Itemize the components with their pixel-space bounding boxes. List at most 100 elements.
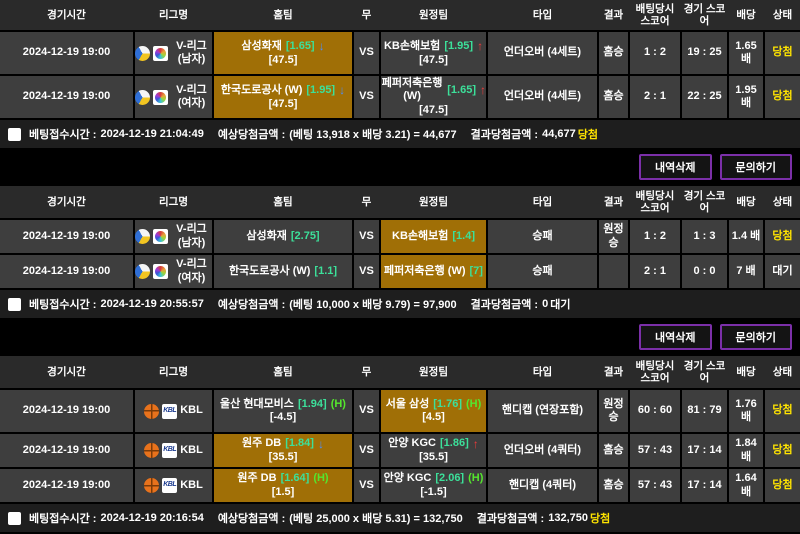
expected-amount-label: 예상당첨금액 : — [217, 299, 286, 311]
select-checkbox[interactable] — [8, 297, 21, 311]
column-header-label: 타입 — [532, 365, 553, 378]
away-team-cell: 안양 KGC [2.06] (H) [-1.5] — [381, 469, 486, 502]
away-team-name: 페퍼저축은행 (W) — [381, 77, 443, 103]
expected-amount-formula: (베팅 13,918 x 배당 3.21) = 44,677 — [289, 129, 457, 141]
column-header: 무 — [354, 0, 379, 30]
arrow-down-icon: ↓ — [339, 83, 346, 98]
kbl-logo-text: KBL — [163, 406, 177, 414]
action-bar: 내역삭제 문의하기 — [0, 318, 800, 356]
status-badge-text: 당첨 — [772, 478, 793, 491]
game-score-text: 17 : 14 — [687, 443, 722, 456]
home-team-line1: 한국도로공사 (W) [1.95] ↓ — [221, 83, 345, 97]
match-result: 홈승 — [599, 76, 628, 118]
column-header: 리그명 — [135, 356, 212, 388]
match-row: 2024-12-19 19:00 V-리그 (남자) 삼성화재 [1.65] ↓ [47.… — [0, 32, 800, 74]
home-team-odds: [1.95] — [306, 83, 336, 96]
home-handicap-value: [-4.5] — [269, 411, 297, 423]
delete-history-button[interactable]: 내역삭제 — [639, 324, 712, 350]
column-header: 경기 스코어 — [682, 356, 727, 388]
bet-time-score: 2 : 1 — [630, 255, 680, 288]
odds-value-text: 1.65 배 — [735, 39, 757, 65]
status-badge: 당첨 — [765, 434, 800, 467]
select-checkbox[interactable] — [8, 127, 21, 141]
status-badge: 당첨 — [765, 32, 800, 74]
home-team-name: 울산 현대모비스 — [220, 397, 294, 410]
away-handicap-value: [4.5] — [422, 411, 445, 423]
select-checkbox[interactable] — [8, 511, 21, 525]
bet-summary: 베팅접수시간 :2024-12-19 20:55:57 예상당첨금액 : (베팅 1… — [0, 290, 800, 318]
column-header-label: 배팅당시 스코어 — [635, 189, 675, 214]
column-header-label: 배당 — [736, 365, 756, 378]
away-team-odds: [1.4] — [452, 229, 475, 242]
odds-value-text: 1.64 배 — [735, 472, 757, 498]
game-score: 81 : 79 — [682, 390, 727, 432]
bet-slip-1: 경기시간 리그명 홈팀 무 원정팀 타입 결과 배팅당시 스코어 경기 스코어 배당 상태 2024-… — [0, 0, 800, 148]
column-header-label: 홈팀 — [273, 365, 293, 378]
result-amount-value: 132,750 — [548, 512, 588, 524]
home-handicap-line: [47.5] — [269, 98, 298, 111]
kovo-swirl-icon — [155, 266, 166, 277]
bet-time-score: 1 : 2 — [630, 32, 680, 74]
column-header-label: 무 — [361, 195, 372, 208]
game-score-text: 0 : 0 — [693, 264, 716, 277]
home-advantage-tag: (H) — [330, 397, 346, 410]
home-team-odds: [1.64] — [280, 472, 310, 485]
away-team-odds: [1.95] — [444, 39, 474, 52]
game-score-text: 17 : 14 — [687, 478, 722, 491]
odds-value-text: 1.76 배 — [735, 397, 757, 423]
column-header-label: 홈팀 — [273, 8, 293, 21]
inquiry-button[interactable]: 문의하기 — [719, 324, 792, 350]
column-header: 결과 — [599, 186, 628, 218]
bet-time-value: 2024-12-19 21:04:49 — [100, 128, 204, 140]
column-header: 결과 — [599, 356, 628, 388]
odds-value-text: 7 배 — [736, 264, 756, 277]
bet-type: 핸디캡 (4쿼터) — [488, 469, 597, 502]
away-team-line1: 페퍼저축은행 (W) [1.65] ↑ — [381, 77, 486, 103]
match-time: 2024-12-19 19:00 — [0, 76, 133, 118]
bet-type: 승패 — [488, 255, 597, 288]
column-header-label: 경기 스코어 — [683, 359, 726, 384]
bet-type: 언더오버 (4세트) — [488, 76, 597, 118]
action-bar: 내역삭제 문의하기 — [0, 148, 800, 186]
arrow-up-icon: ↑ — [477, 39, 484, 54]
status-badge: 대기 — [765, 255, 800, 288]
match-result-text: 원정승 — [603, 223, 624, 249]
vs-label: VS — [354, 255, 379, 288]
game-score-text: 81 : 79 — [687, 404, 722, 417]
game-score: 0 : 0 — [682, 255, 727, 288]
bet-time-score: 2 : 1 — [630, 76, 680, 118]
column-header: 경기시간 — [0, 0, 133, 30]
bet-time-label: 베팅접수시간 : — [29, 129, 97, 141]
column-header: 배당 — [729, 356, 763, 388]
column-header: 경기 스코어 — [682, 186, 727, 218]
kbl-logo-text: KBL — [163, 446, 177, 454]
away-team-cell: 서울 삼성 [1.76] (H) [4.5] — [381, 390, 486, 432]
home-team-name: 한국도로공사 (W) — [228, 264, 311, 277]
match-time-text: 2024-12-19 19:00 — [22, 46, 111, 59]
column-header: 상태 — [765, 356, 800, 388]
home-team-cell: 울산 현대모비스 [1.94] (H) [-4.5] — [214, 390, 352, 432]
result-amount-label: 결과당첨금액 : — [476, 513, 545, 525]
odds-value: 1.64 배 — [729, 469, 763, 502]
delete-history-button[interactable]: 내역삭제 — [639, 154, 712, 180]
bet-type-text: 언더오버 (4쿼터) — [503, 443, 582, 456]
away-team-odds: [1.76] — [433, 397, 462, 410]
column-header-label: 배팅당시 스코어 — [635, 359, 675, 384]
home-team-cell: 삼성화재 [1.65] ↓ [47.5] — [214, 32, 352, 74]
away-team-name: 페퍼저축은행 (W) — [384, 264, 466, 277]
bet-time-score: 57 : 43 — [630, 434, 680, 467]
league-name: V-리그 (남자) — [176, 223, 207, 249]
game-score: 19 : 25 — [682, 32, 727, 74]
bet-type-text: 핸디캡 (연장포함) — [501, 404, 584, 417]
expected-amount-label: 예상당첨금액 : — [217, 513, 286, 525]
bet-slip-2: 경기시간 리그명 홈팀 무 원정팀 타입 결과 배팅당시 스코어 경기 스코어 배당 상태 2024-… — [0, 186, 800, 318]
column-header: 결과 — [599, 0, 628, 30]
inquiry-button[interactable]: 문의하기 — [719, 154, 792, 180]
odds-value: 7 배 — [729, 255, 763, 288]
odds-value: 1.65 배 — [729, 32, 763, 74]
column-header-label: 배당 — [736, 8, 756, 21]
match-result: 원정승 — [599, 220, 628, 253]
column-header-label: 경기 스코어 — [683, 2, 726, 27]
column-header-label: 상태 — [772, 365, 793, 378]
